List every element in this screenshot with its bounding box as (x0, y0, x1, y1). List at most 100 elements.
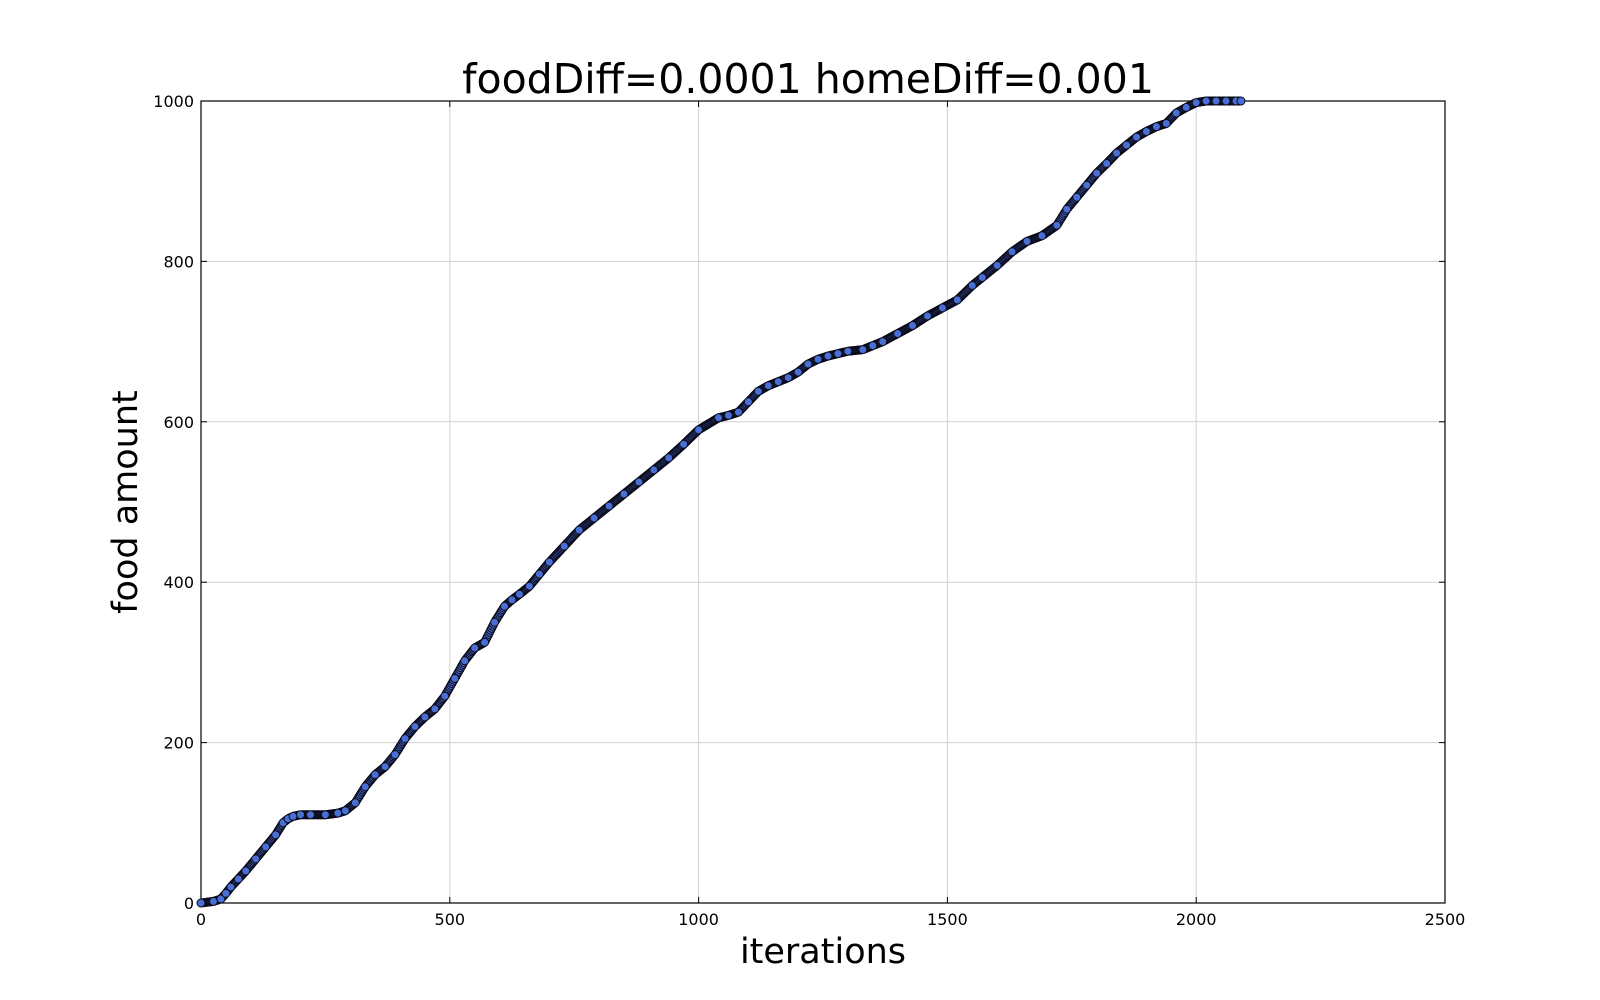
data-point (833, 349, 843, 359)
data-point (480, 637, 490, 647)
data-point (967, 280, 977, 290)
data-point (1052, 220, 1062, 230)
data-point (977, 272, 987, 282)
data-point (589, 513, 599, 523)
data-point (1102, 159, 1112, 169)
data-point (430, 704, 440, 714)
data-point (544, 557, 554, 567)
chart-title: foodDiff=0.0001 homeDiff=0.001 (462, 55, 1154, 103)
data-point (1022, 236, 1032, 246)
data-point (360, 782, 370, 792)
data-point (226, 882, 236, 892)
data-point (619, 489, 629, 499)
y-tick-label: 0 (184, 894, 194, 913)
plot-area (200, 100, 1446, 904)
data-point (679, 439, 689, 449)
grid-lines (201, 101, 1445, 903)
data-point (1211, 96, 1221, 106)
data-point (733, 407, 743, 417)
data-point (937, 303, 947, 313)
data-point (1037, 231, 1047, 241)
data-point (333, 808, 343, 818)
data-point (251, 854, 261, 864)
data-point (320, 810, 330, 820)
x-tick-label: 2500 (1425, 910, 1466, 929)
data-point (783, 373, 793, 383)
data-point (923, 311, 932, 321)
data-point (723, 410, 733, 420)
data-point (261, 842, 271, 852)
data-point (604, 501, 614, 511)
data-point (350, 798, 360, 808)
data-point (514, 589, 524, 599)
data-point (507, 595, 517, 605)
data-point (1072, 192, 1082, 202)
x-tick-label: 500 (435, 910, 466, 929)
data-points (196, 96, 1246, 908)
y-tick-label: 800 (163, 252, 194, 271)
data-point (460, 656, 470, 666)
data-point (216, 894, 226, 904)
data-point (370, 770, 380, 780)
y-axis-title: food amount (106, 390, 146, 614)
data-point (868, 341, 878, 351)
data-point (296, 810, 306, 820)
data-point (490, 617, 500, 627)
data-point (843, 346, 853, 356)
data-point (823, 351, 833, 361)
y-tick-label: 400 (163, 573, 194, 592)
data-point (753, 386, 763, 396)
data-point (400, 734, 410, 744)
data-point (380, 762, 390, 772)
data-point (440, 691, 450, 701)
data-point (1082, 180, 1092, 190)
data-point (763, 381, 773, 391)
data-point (340, 806, 350, 816)
data-point (893, 329, 903, 339)
data-point (992, 260, 1002, 270)
data-point (743, 397, 753, 407)
data-point (1191, 98, 1201, 108)
data-point (793, 367, 803, 377)
data-point (1221, 96, 1231, 106)
data-point (420, 712, 430, 722)
data-point (1122, 140, 1132, 150)
x-tick-label: 2000 (1176, 910, 1217, 929)
data-point (534, 569, 544, 579)
data-point (390, 750, 400, 760)
data-point (1112, 148, 1122, 158)
y-tick-label: 200 (163, 734, 194, 753)
data-point (524, 581, 534, 591)
data-point (858, 345, 868, 355)
data-point (470, 643, 480, 653)
x-axis-title: iterations (740, 932, 906, 972)
data-point (908, 321, 918, 331)
x-tick-label: 1000 (678, 910, 719, 929)
data-point (271, 830, 281, 840)
data-point (233, 874, 243, 884)
data-point (649, 465, 659, 475)
data-point (305, 810, 315, 820)
data-point (714, 413, 723, 423)
data-point (1092, 168, 1102, 178)
data-point (878, 337, 888, 347)
data-point (1131, 132, 1141, 142)
data-point (1161, 118, 1171, 128)
data-point (450, 673, 460, 683)
data-point (773, 377, 783, 387)
data-point (813, 354, 823, 364)
data-point (500, 601, 510, 611)
data-point (196, 898, 206, 908)
data-point (1151, 122, 1161, 132)
data-point (664, 453, 674, 463)
tick-labels: 0 500 1000 1500 2000 2500 0 200 400 600 800 1000 (153, 92, 1465, 929)
data-point (241, 866, 251, 876)
data-point (1171, 108, 1181, 118)
data-point (1007, 247, 1017, 257)
data-point (1201, 96, 1211, 106)
data-point (1141, 126, 1151, 136)
data-point (288, 811, 298, 821)
data-point (952, 295, 962, 305)
data-point (1181, 102, 1191, 112)
